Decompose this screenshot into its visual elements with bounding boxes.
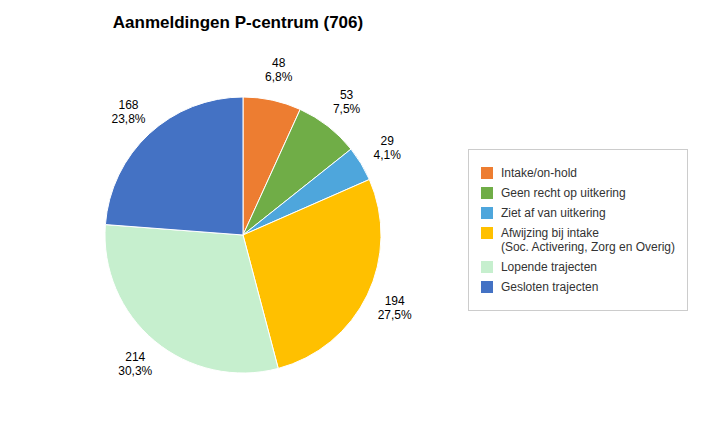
html-text:Afwijzing bij intake (Soc. Act: Afwijzing bij intake (Soc. Activering, Z… — [500, 226, 675, 254]
html-text:Aanmeldingen P-centrum (706): Aanmeldingen P-centrum (706) — [112, 13, 364, 32]
svg-text:19427,5%: 19427,5% — [378, 294, 412, 322]
html-text:Gesloten trajecten: Gesloten trajecten — [500, 280, 599, 294]
svg-text:21430,3%: 21430,3% — [118, 350, 152, 378]
svg-text:537,5%: 537,5% — [333, 88, 361, 116]
svg-text:486,8%: 486,8% — [265, 56, 293, 84]
svg-text:294,1%: 294,1% — [373, 134, 401, 162]
html-text:Intake/on-hold: Intake/on-hold — [500, 166, 577, 180]
html-text:Geen recht op uitkering: Geen recht op uitkering — [500, 186, 626, 200]
html-text:Ziet af van uitkering: Ziet af van uitkering — [500, 206, 606, 220]
html-text:Lopende trajecten: Lopende trajecten — [500, 260, 597, 274]
svg-text:16823,8%: 16823,8% — [112, 98, 146, 126]
